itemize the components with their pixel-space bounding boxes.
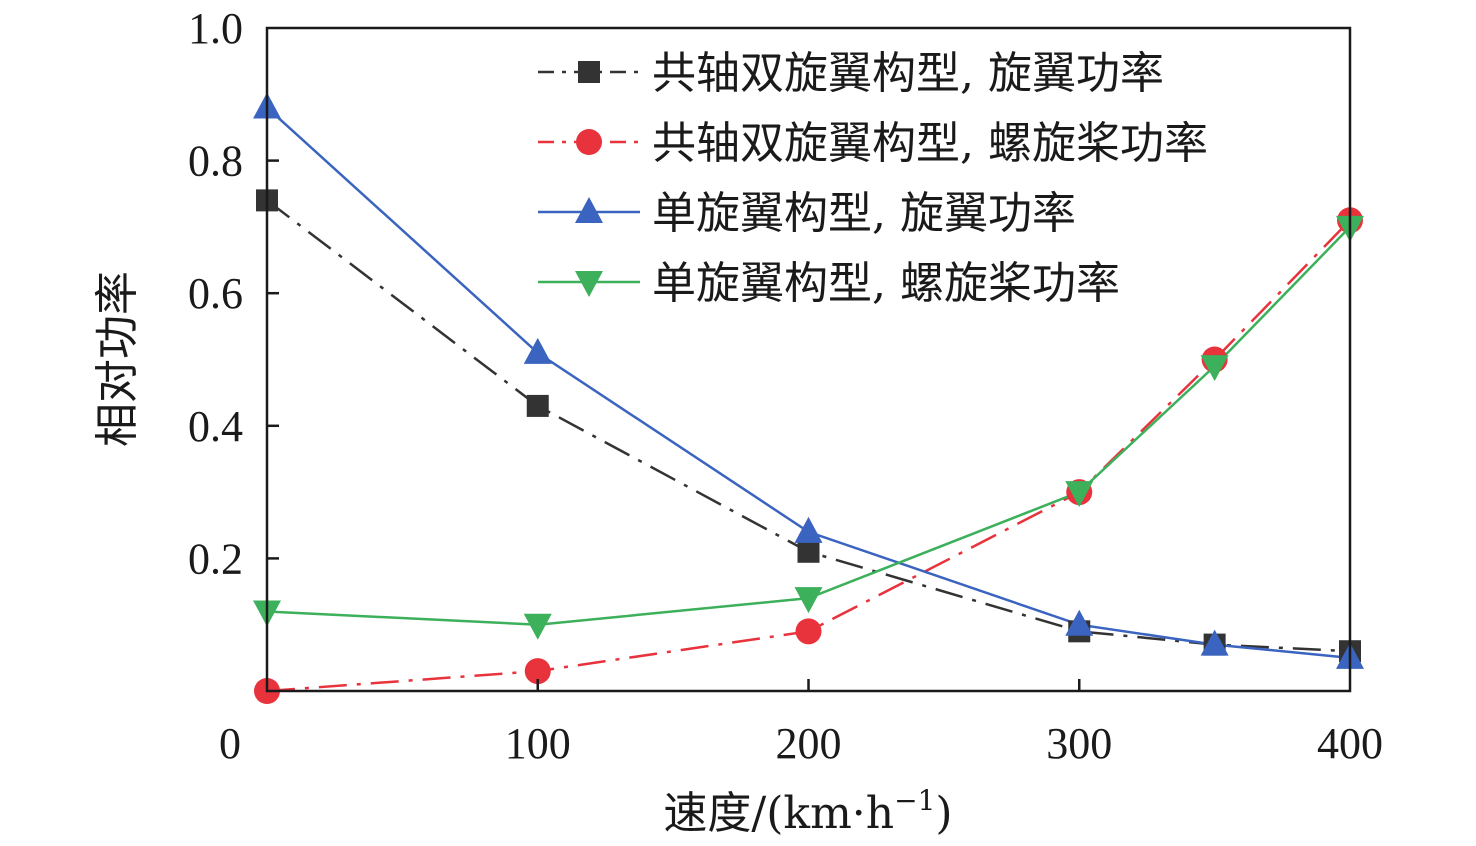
y-axis-title: 相对功率 <box>92 271 143 447</box>
y-tick-label: 0.2 <box>188 534 243 583</box>
series-line <box>266 199 1351 653</box>
legend-label: 共轴双旋翼构型, 旋翼功率 <box>652 48 1164 99</box>
legend-marker <box>575 271 603 297</box>
y-tick-label: 0.4 <box>188 402 243 451</box>
series-line <box>266 106 1351 660</box>
y-tick-label: 0.8 <box>188 137 243 186</box>
series-layer <box>266 106 1351 693</box>
data-point-marker <box>1200 629 1229 656</box>
series-line <box>266 226 1351 626</box>
data-point-marker <box>524 658 551 685</box>
x-axis-title-close: ) <box>935 788 952 839</box>
y-tick-label: 1.0 <box>188 4 243 53</box>
data-point-marker <box>523 613 552 640</box>
data-point-marker <box>523 337 552 364</box>
data-point-marker <box>795 618 822 645</box>
legend-marker <box>575 197 603 223</box>
data-point-marker <box>1065 481 1094 508</box>
legend-label: 共轴双旋翼构型, 螺旋桨功率 <box>652 118 1208 169</box>
x-tick-label: 100 <box>505 719 571 768</box>
data-point-marker <box>1065 609 1094 636</box>
legend-label: 单旋翼构型, 螺旋桨功率 <box>652 258 1120 309</box>
data-point-marker <box>794 587 823 614</box>
series-line <box>266 219 1351 693</box>
x-tick-label: 400 <box>1317 719 1383 768</box>
data-point-marker <box>797 540 820 563</box>
data-point-marker <box>1200 355 1229 382</box>
tick-layer: 0 100 200 300 400 0.2 0.4 0.6 0.8 1.0 <box>188 4 1383 768</box>
data-point-marker <box>794 516 823 543</box>
x-axis-title: 速度/(km·h−1) <box>663 784 952 839</box>
x-tick-label: 300 <box>1046 719 1112 768</box>
legend-marker <box>578 61 600 83</box>
legend-marker <box>576 129 602 155</box>
x-tick-label: 0 <box>219 719 241 768</box>
x-axis-title-main: 速度/(km·h <box>663 788 894 839</box>
marker-layer <box>253 92 1364 704</box>
x-axis-title-sup: −1 <box>894 784 935 817</box>
x-tick-label: 200 <box>776 719 842 768</box>
legend-label: 单旋翼构型, 旋翼功率 <box>652 188 1076 239</box>
y-tick-label: 0.6 <box>188 269 243 318</box>
data-point-marker <box>526 394 549 417</box>
